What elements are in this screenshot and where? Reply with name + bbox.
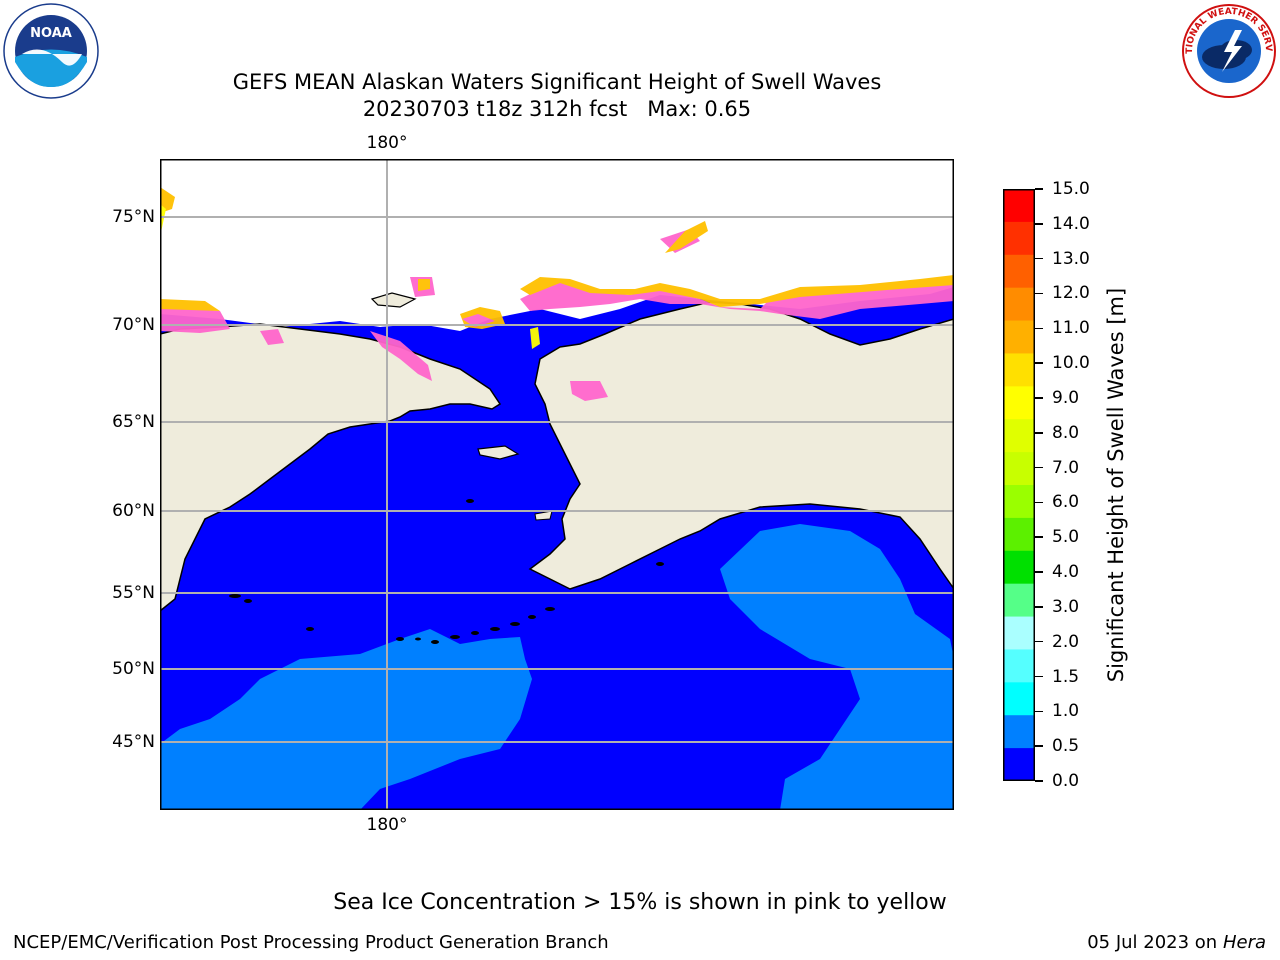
aleutian-islands	[229, 499, 664, 644]
chart-title: GEFS MEAN Alaskan Waters Significant Hei…	[232, 70, 882, 94]
nws-logo: NATIONAL WEATHER SERVICE	[1180, 2, 1276, 98]
colorbar-tick-mark	[1035, 327, 1043, 330]
lat-label-70: 70°N	[112, 315, 155, 335]
colorbar-tick-label: 6.0	[1052, 492, 1080, 513]
chart-subtitle: 20230703 t18z 312h fcst Max: 0.65	[362, 97, 752, 121]
colorbar-tick-label: 2.0	[1052, 631, 1080, 652]
colorbar-swatch	[1003, 682, 1035, 716]
lat-label-55: 55°N	[112, 583, 155, 603]
colorbar-tick-mark	[1035, 292, 1043, 295]
colorbar-swatch	[1003, 221, 1035, 256]
colorbar-tick-label: 3.0	[1052, 596, 1080, 617]
colorbar-swatch	[1003, 452, 1035, 486]
land-siberia	[160, 323, 502, 612]
colorbar-swatch	[1003, 189, 1035, 223]
lat-label-50: 50°N	[112, 659, 155, 679]
swell-height-map	[160, 159, 954, 810]
colorbar-tick-label: 10.0	[1052, 353, 1090, 374]
graticule	[160, 159, 954, 810]
credit-organization: NCEP/EMC/Verification Post Processing Pr…	[13, 932, 609, 953]
colorbar-tick-label: 1.5	[1052, 666, 1080, 687]
colorbar-tick-label: 1.0	[1052, 701, 1080, 722]
colorbar-swatch	[1003, 386, 1035, 420]
colorbar-tick-label: 11.0	[1052, 318, 1090, 339]
colorbar-tick-label: 12.0	[1052, 283, 1090, 304]
colorbar-tick-label: 0.0	[1052, 771, 1080, 791]
colorbar-tick-label: 4.0	[1052, 562, 1080, 583]
colorbar-tick-mark	[1035, 432, 1043, 434]
noaa-logo: NOAA	[3, 3, 99, 99]
lon-label-bottom: 180°	[366, 815, 408, 835]
credit-date: 05 Jul 2023 on Hera	[1087, 932, 1266, 953]
colorbar-swatch	[1003, 550, 1035, 585]
colorbar-swatch	[1003, 287, 1035, 322]
land-wrangel	[370, 292, 417, 308]
colorbar-swatch	[1003, 320, 1035, 354]
credit-host: Hera	[1222, 932, 1266, 953]
colorbar-tick-mark	[1035, 640, 1043, 643]
colorbar-tick-mark	[1035, 606, 1043, 608]
colorbar-swatch	[1003, 748, 1035, 781]
colorbar-tick-mark	[1035, 397, 1043, 399]
sea-ice	[160, 187, 954, 401]
colorbar-tick-label: 7.0	[1052, 457, 1080, 478]
colorbar-swatch	[1003, 419, 1035, 453]
colorbar-tick-mark	[1035, 536, 1043, 538]
colorbar-swatch	[1003, 616, 1035, 650]
svg-text:NOAA: NOAA	[30, 26, 72, 41]
credit-date-text: 05 Jul 2023 on	[1087, 932, 1223, 953]
colorbar-tick-label: 5.0	[1052, 527, 1080, 548]
sea-ice-note: Sea Ice Concentration > 15% is shown in …	[333, 890, 947, 915]
colorbar-tick-mark	[1035, 466, 1043, 469]
colorbar	[1003, 189, 1035, 781]
colorbar-swatch	[1003, 485, 1035, 519]
colorbar-tick-label: 8.0	[1052, 422, 1080, 443]
land-st-lawrence	[477, 445, 520, 460]
colorbar-label: Significant Height of Swell Waves [m]	[1104, 287, 1128, 683]
lat-label-65: 65°N	[112, 412, 155, 432]
colorbar-tick-mark	[1035, 501, 1043, 504]
colorbar-tick-mark	[1035, 571, 1043, 573]
colorbar-swatch	[1003, 583, 1035, 618]
arctic-nodata	[160, 159, 954, 331]
colorbar-swatch	[1003, 353, 1035, 387]
colorbar-tick-label: 13.0	[1052, 248, 1090, 269]
colorbar-tick-mark	[1035, 745, 1043, 747]
colorbar-tick-mark	[1035, 223, 1043, 225]
colorbar-tick-mark	[1035, 362, 1043, 364]
lat-label-45: 45°N	[112, 732, 155, 752]
colorbar-tick-label: 15.0	[1052, 179, 1090, 199]
lat-label-75: 75°N	[112, 207, 155, 227]
colorbar-tick-mark	[1035, 710, 1043, 713]
colorbar-tick-label: 9.0	[1052, 387, 1080, 408]
colorbar-swatch	[1003, 517, 1035, 552]
lat-label-60: 60°N	[112, 501, 155, 521]
colorbar-swatch	[1003, 715, 1035, 749]
colorbar-swatch	[1003, 649, 1035, 683]
colorbar-tick-mark	[1035, 188, 1043, 190]
colorbar-tick-mark	[1035, 675, 1043, 678]
colorbar-tick-mark	[1035, 257, 1043, 260]
colorbar-tick-label: 14.0	[1052, 213, 1090, 234]
lon-label-top: 180°	[366, 133, 408, 153]
colorbar-swatch	[1003, 254, 1035, 289]
colorbar-tick-mark	[1035, 780, 1043, 782]
swell-mid-patches	[160, 524, 954, 810]
colorbar-tick-label: 0.5	[1052, 736, 1080, 757]
